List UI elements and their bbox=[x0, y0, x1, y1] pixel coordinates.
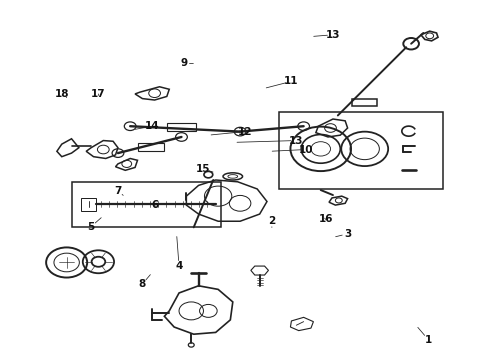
Bar bbox=[81, 198, 96, 211]
Text: 9: 9 bbox=[180, 58, 188, 68]
Text: 14: 14 bbox=[145, 121, 159, 131]
Text: 17: 17 bbox=[91, 89, 106, 99]
Text: 8: 8 bbox=[139, 279, 146, 289]
Text: 4: 4 bbox=[175, 261, 183, 271]
Text: 10: 10 bbox=[299, 144, 313, 154]
Bar bbox=[352, 99, 377, 107]
Text: 16: 16 bbox=[318, 215, 333, 224]
Text: 5: 5 bbox=[87, 222, 95, 231]
Text: 15: 15 bbox=[196, 164, 211, 174]
Text: 18: 18 bbox=[54, 89, 69, 99]
Text: 13: 13 bbox=[326, 30, 340, 40]
Text: 2: 2 bbox=[268, 216, 275, 226]
Text: 7: 7 bbox=[114, 186, 122, 196]
Text: 13: 13 bbox=[289, 136, 303, 145]
Text: 3: 3 bbox=[344, 229, 351, 239]
Bar bbox=[279, 112, 443, 189]
Text: 11: 11 bbox=[284, 76, 299, 86]
Bar bbox=[72, 182, 221, 226]
Text: 6: 6 bbox=[151, 200, 158, 210]
Bar bbox=[138, 143, 164, 150]
Text: 1: 1 bbox=[425, 334, 432, 345]
Text: 12: 12 bbox=[238, 127, 252, 136]
Bar bbox=[167, 123, 196, 131]
